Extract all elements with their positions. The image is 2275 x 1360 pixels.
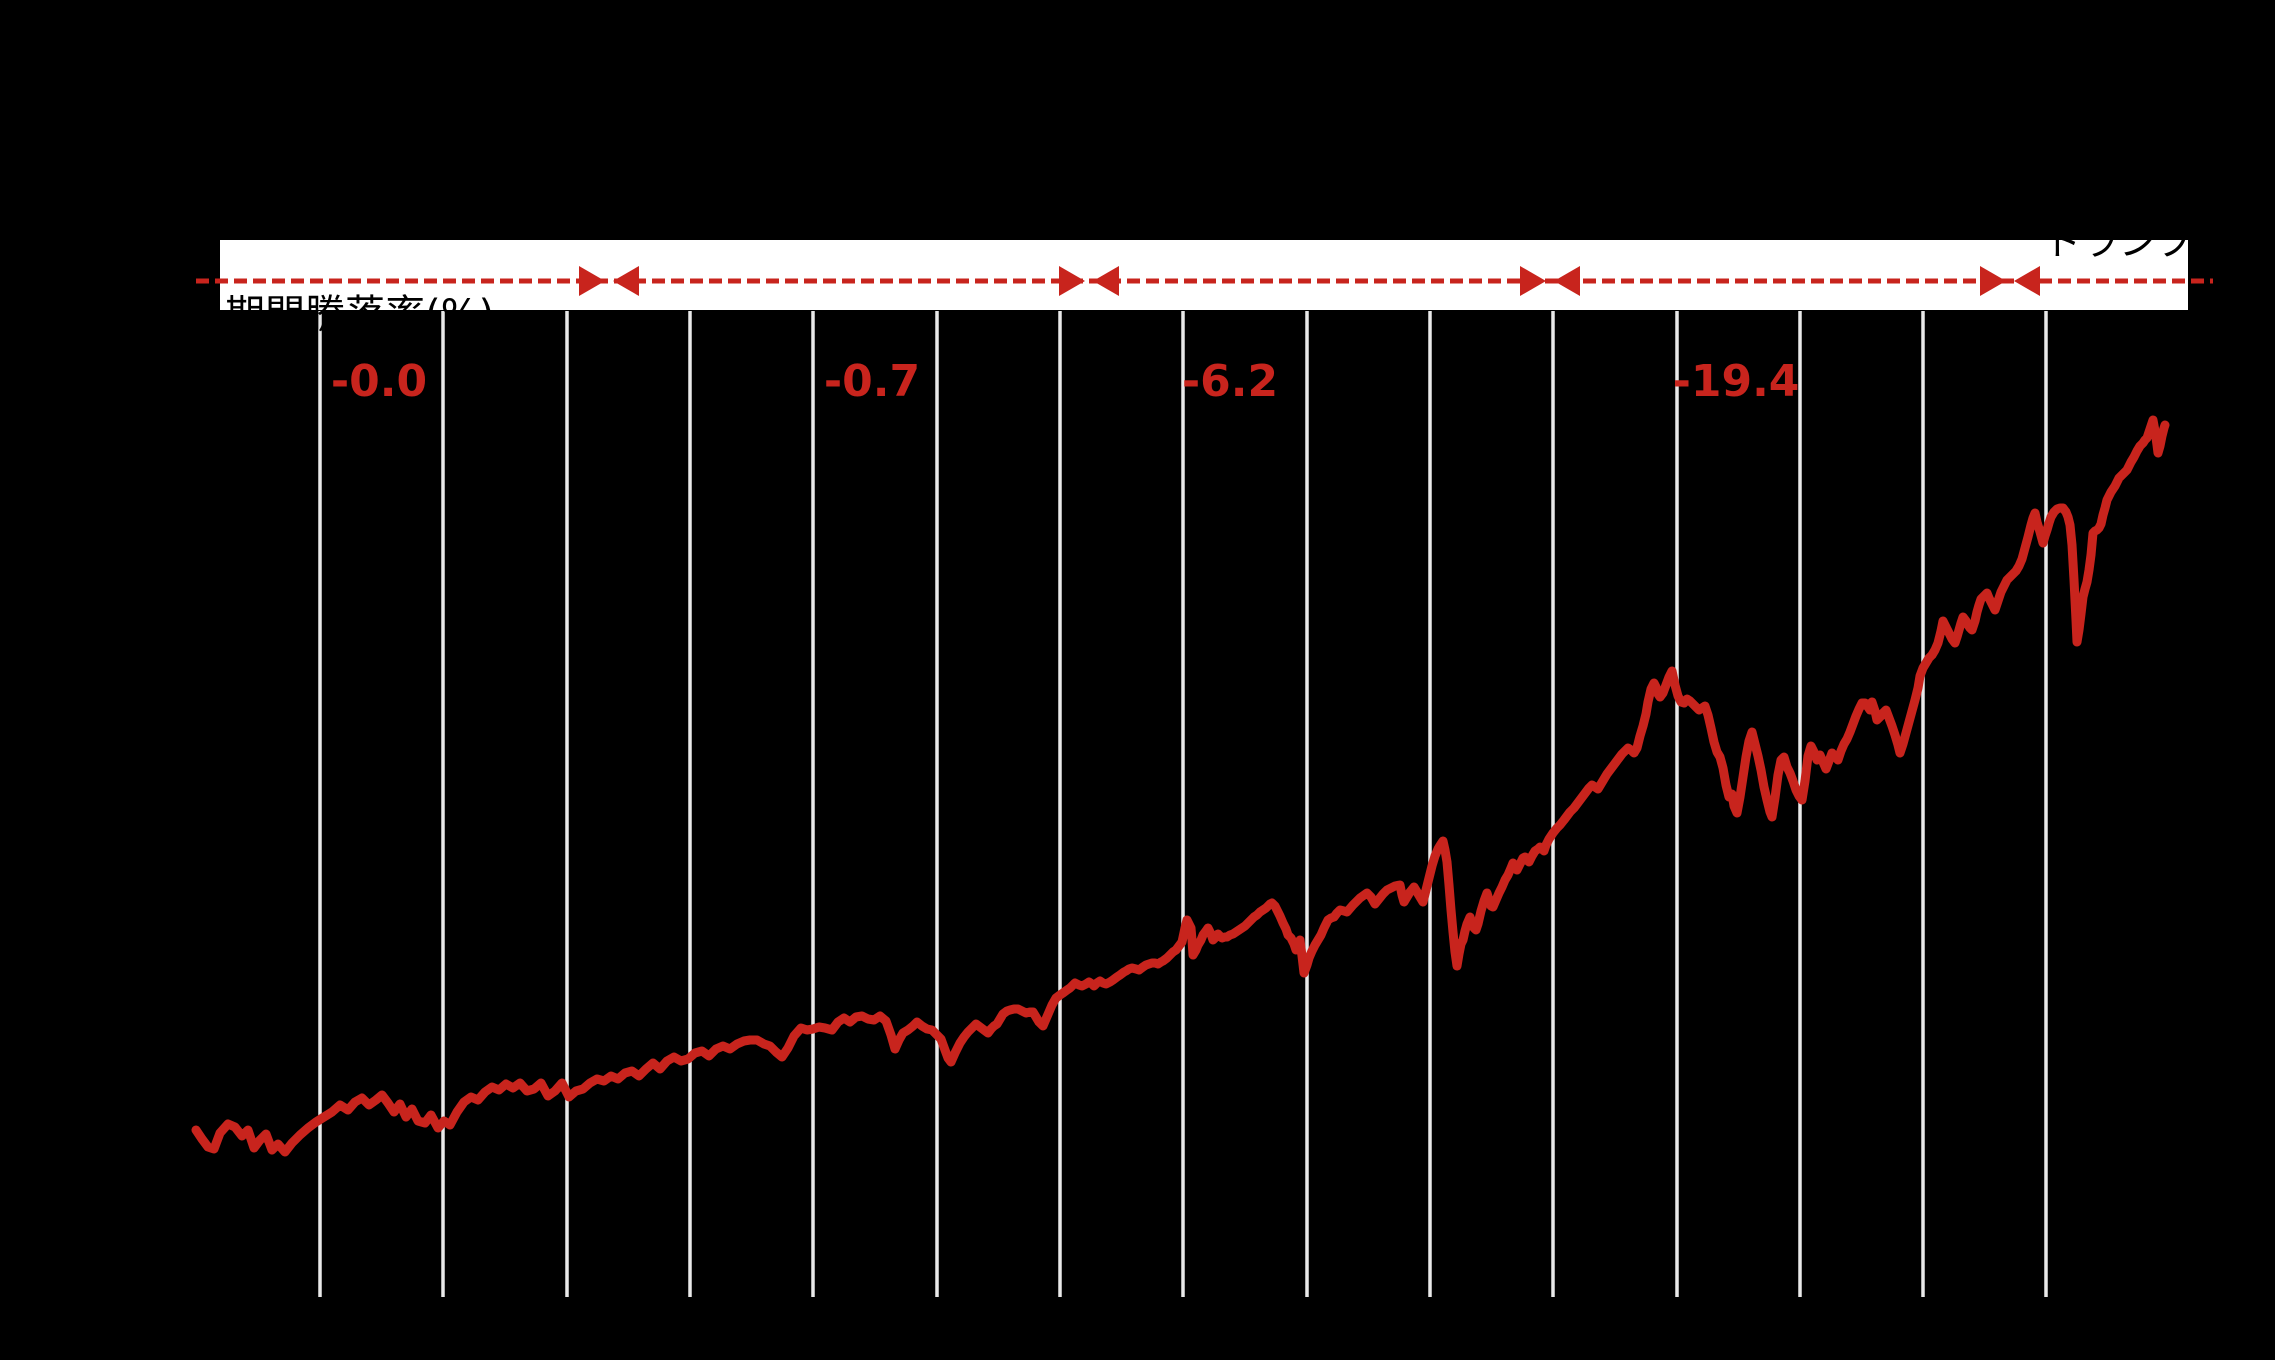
- arrow-left-icon: [613, 266, 639, 296]
- period-label-trump: トランプ政権: [2043, 220, 2270, 264]
- vertical-gridlines: [318, 311, 2048, 1297]
- arrow-left-icon: [1093, 266, 1119, 296]
- price-line-path: [191, 415, 2170, 1157]
- arrow-right-icon: [1980, 266, 2006, 296]
- arrow-left-icon: [2014, 266, 2040, 296]
- white-band: [220, 240, 2188, 310]
- arrow-right-icon: [1520, 266, 1546, 296]
- timeline-band: [220, 240, 2188, 310]
- price-line: [191, 415, 2170, 1157]
- drawdown-value: -6.2: [1182, 356, 1278, 407]
- arrow-left-icon: [1554, 266, 1580, 296]
- axis-title-fragment: 期間騰落率(%): [225, 292, 494, 338]
- arrow-right-icon: [1059, 266, 1085, 296]
- drawdown-value: -19.4: [1673, 356, 1800, 407]
- drawdown-value: -0.7: [824, 356, 920, 407]
- period-divider-arrows: [196, 266, 2213, 296]
- drawdown-value: -0.0: [331, 356, 427, 407]
- drawdown-numbers: -0.0 -0.7 -6.2 -19.4: [331, 356, 1800, 407]
- arrow-right-icon: [579, 266, 605, 296]
